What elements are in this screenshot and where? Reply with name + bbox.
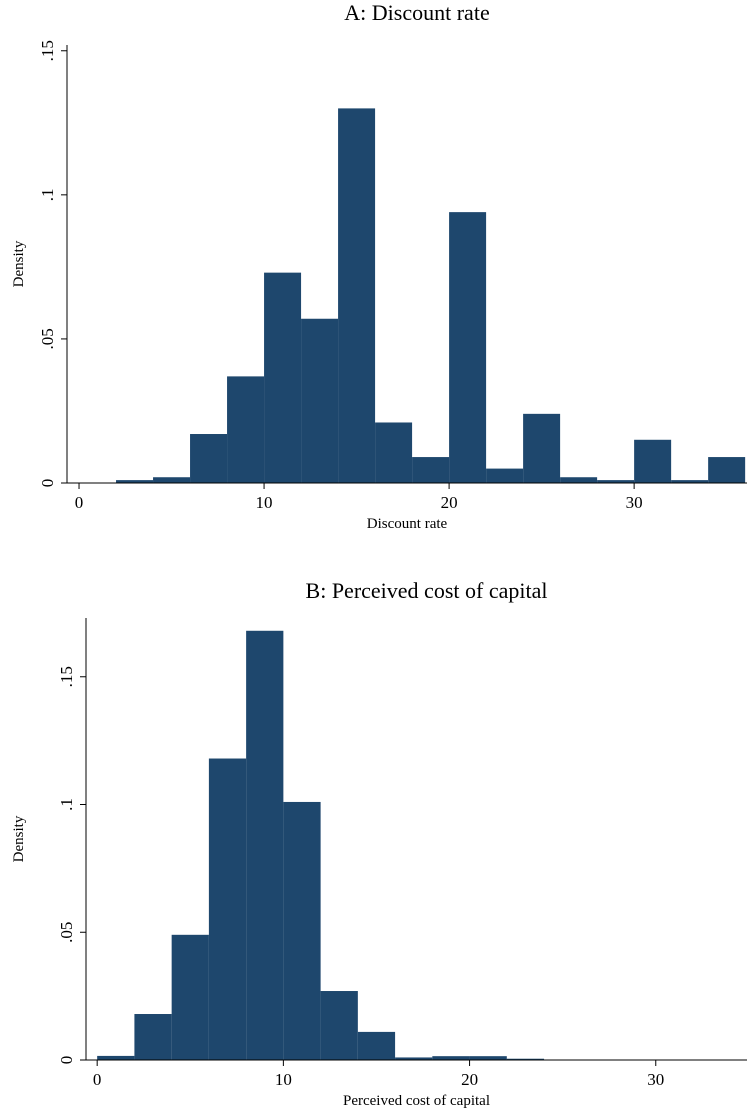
bar [190,434,228,483]
y-tick-label: .05 [38,328,57,349]
chart-title: B: Perceived cost of capital [306,578,548,603]
x-tick-label: 10 [256,493,273,512]
bar [375,422,413,483]
bar [227,376,265,483]
y-tick-label: 0 [57,1056,76,1065]
bar [97,1055,135,1060]
y-axis-label: Density [11,815,27,862]
x-tick-label: 30 [647,1070,664,1089]
bar [634,439,672,483]
y-tick-label: .15 [38,40,57,61]
bar [449,212,487,483]
bar [134,1014,172,1060]
x-axis-label: Perceived cost of capital [343,1093,490,1109]
bar [597,480,635,483]
bar [708,457,746,483]
bar [506,1058,545,1060]
bar [320,991,358,1060]
bar [153,477,191,483]
x-tick-label: 10 [275,1070,292,1089]
x-axis-label: Discount rate [367,516,448,532]
bar [357,1031,396,1060]
x-tick-label: 30 [626,493,643,512]
bar [283,801,321,1060]
x-tick-label: 20 [441,493,458,512]
bar [246,630,284,1060]
bar [486,468,524,483]
bar [523,413,561,483]
bar [338,108,376,483]
bar [395,1057,433,1060]
x-tick-label: 0 [75,493,84,512]
chart-title: A: Discount rate [344,0,489,25]
bar [469,1056,507,1060]
y-axis-label: Density [11,240,27,287]
bar [264,272,302,483]
x-tick-label: 20 [461,1070,478,1089]
bar [208,758,247,1060]
y-tick-label: 0 [38,479,57,488]
bar [171,934,209,1060]
bar [412,457,450,483]
bar [432,1056,470,1060]
y-tick-label: .05 [57,922,76,943]
x-tick-label: 0 [93,1070,102,1089]
y-tick-label: .1 [38,188,57,201]
y-tick-label: .1 [57,798,76,811]
y-tick-label: .15 [57,666,76,687]
bar [116,480,154,483]
bar [671,480,709,483]
bar [301,318,339,483]
bar [560,477,598,483]
